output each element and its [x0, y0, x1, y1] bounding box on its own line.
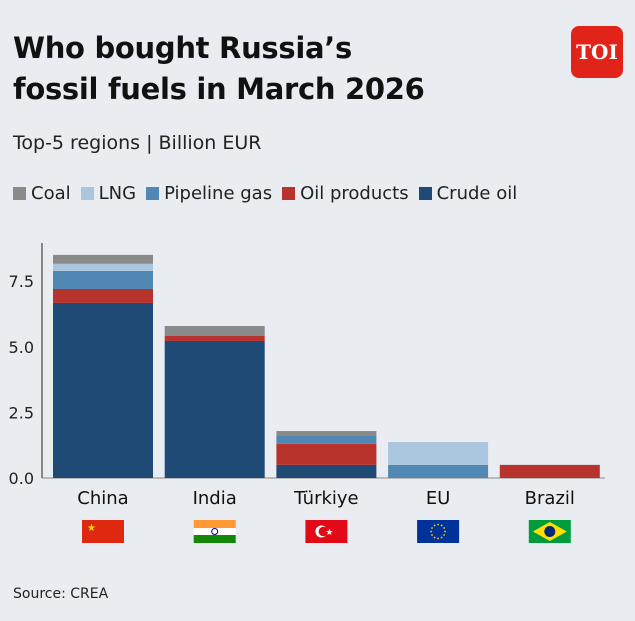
flag-brazil-icon [528, 520, 571, 543]
legend-swatch [146, 187, 160, 200]
bar-segment-crude-oil [164, 340, 265, 478]
legend-item: Crude oil [418, 183, 518, 204]
x-tick-label: Türkiye [293, 488, 359, 509]
bar-segment-oil-products [499, 464, 600, 478]
svg-text:★: ★ [325, 528, 333, 538]
bar-segment-pipeline-gas [53, 270, 153, 289]
legend-label: Coal [31, 183, 71, 204]
y-tick-label: 5.0 [9, 338, 34, 357]
x-tick-label: India [193, 488, 237, 509]
bar-segment-oil-products [53, 289, 153, 303]
legend-label: Oil products [300, 183, 409, 204]
x-tick-label: EU [426, 488, 451, 509]
x-tick-label: China [77, 488, 128, 509]
bar-segment-crude-oil [276, 464, 377, 478]
flag-india-icon [193, 520, 236, 543]
legend-swatch [80, 187, 94, 200]
title-line-2: fossil fuels in March 2026 [13, 72, 425, 106]
source-note: Source: CREA [13, 586, 109, 602]
bar-segment-coal [276, 431, 377, 436]
legend-label: Crude oil [436, 183, 518, 204]
legend-item: Coal [13, 183, 71, 204]
bar-segment-lng [53, 263, 153, 271]
title-line-1: Who bought Russia’s [13, 31, 352, 65]
flag-eu-icon [417, 520, 460, 543]
x-tick-label: Brazil [525, 488, 575, 509]
y-tick-label: 2.5 [9, 403, 34, 422]
legend-item: Oil products [282, 183, 409, 204]
bar-segment-oil-products [164, 335, 265, 341]
bar-segment-lng [388, 442, 489, 465]
legend-label: LNG [98, 183, 137, 204]
legend-label: Pipeline gas [164, 183, 273, 204]
bar-segment-pipeline-gas [276, 436, 377, 444]
chart-title: Who bought Russia’s fossil fuels in Marc… [13, 28, 425, 110]
svg-text:★: ★ [87, 523, 96, 534]
chart-subtitle: Top-5 regions | Billion EUR [13, 132, 262, 154]
y-tick-label: 0.0 [9, 469, 34, 488]
legend-swatch [13, 187, 26, 200]
toi-logo: TOI [571, 26, 623, 78]
flag-turkiye-icon: ★ [305, 520, 348, 543]
bar-segment-oil-products [276, 443, 377, 465]
legend: Coal LNG Pipeline gas Oil products Crude oil [13, 183, 517, 204]
flag-china-icon: ★ [82, 520, 124, 543]
legend-swatch [418, 187, 432, 200]
bar-segment-coal [164, 326, 265, 336]
legend-item: LNG [80, 183, 137, 204]
bar-segment-coal [53, 254, 153, 264]
legend-swatch [282, 187, 296, 200]
y-tick-label: 7.5 [9, 272, 34, 291]
legend-item: Pipeline gas [146, 183, 272, 204]
bar-segment-crude-oil [53, 302, 153, 478]
bar-segment-pipeline-gas [388, 464, 489, 478]
